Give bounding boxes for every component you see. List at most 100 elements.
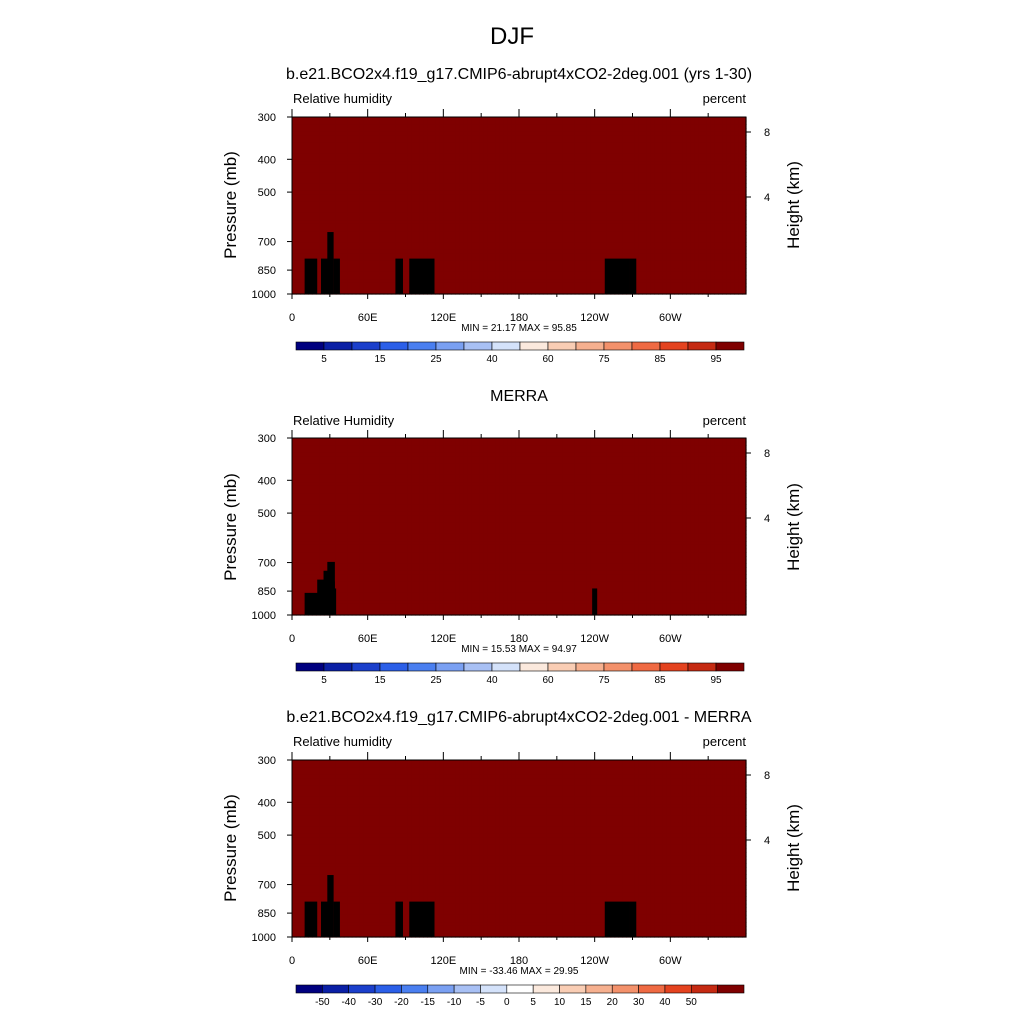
heatmap-cell [367,268,373,273]
heatmap-cell [411,201,417,207]
heatmap-cell [534,253,540,258]
heatmap-cell [726,164,731,170]
heatmap-cell [503,253,508,258]
heatmap-cell [467,260,472,266]
heatmap-cell [351,135,357,140]
heatmap-cell [459,176,464,181]
heatmap-cell [550,238,556,243]
heatmap-cell [351,128,357,133]
heatmap-cell [355,179,361,184]
heatmap-cell [534,164,540,170]
heatmap-cell [610,117,616,122]
heatmap-cell [630,176,636,181]
heatmap-cell [292,216,297,221]
heatmap-cell [634,135,640,140]
heatmap-cell [299,179,305,184]
heatmap-cell [415,249,421,255]
heatmap-cell [351,172,357,177]
heatmap-cell [495,198,500,203]
heatmap-cell [734,249,739,255]
heatmap-cell [662,176,667,181]
heatmap-cell [387,205,393,210]
heatmap-cell [674,216,679,221]
heatmap-cell [363,212,369,218]
heatmap-cell [431,238,436,243]
heatmap-cell [343,212,349,218]
heatmap-cell [303,198,309,203]
heatmap-cell [614,153,620,159]
heatmap-cell [670,264,675,269]
heatmap-cell [359,194,365,199]
heatmap-cell [706,242,711,247]
heatmap-cell [343,146,349,151]
heatmap-cell [303,231,309,236]
heatmap-cell [726,257,731,262]
heatmap-cell [702,260,707,266]
heatmap-cell [654,257,659,262]
heatmap-cell [598,128,604,133]
heatmap-cell [519,190,524,196]
heatmap-cell [351,142,357,148]
heatmap-cell [515,131,520,137]
heatmap-cell [582,257,588,262]
heatmap-cell [295,117,301,122]
heatmap-cell [674,223,679,229]
heatmap-cell [463,157,468,162]
heatmap-cell [375,271,381,277]
heatmap-cell [431,139,436,144]
heatmap-cell [662,128,667,133]
heatmap-cell [415,161,421,166]
heatmap-cell [706,246,711,251]
heatmap-cell [459,131,464,137]
heatmap-cell [395,220,401,225]
heatmap-cell [463,209,468,214]
heatmap-cell [550,161,556,166]
heatmap-cell [734,164,739,170]
heatmap-cell [351,253,357,258]
heatmap-cell [542,187,548,192]
heatmap-cell [335,135,341,140]
heatmap-cell [586,187,592,192]
heatmap-cell [590,187,596,192]
heatmap-cell [455,164,460,170]
heatmap-cell [626,139,632,144]
heatmap-cell [642,176,648,181]
heatmap-cell [323,183,329,188]
heatmap-cell [686,161,691,166]
heatmap-cell [654,216,659,221]
heatmap-cell [511,124,516,129]
heatmap-cell [443,242,448,247]
heatmap-cell [742,124,747,129]
heatmap-cell [646,128,652,133]
heatmap-cell [730,271,735,277]
heatmap-cell [427,198,432,203]
heatmap-cell [415,253,421,258]
heatmap-cell [686,223,691,229]
heatmap-cell [455,150,460,155]
heatmap-cell [339,253,345,258]
heatmap-cell [403,139,409,144]
heatmap-cell [343,150,349,155]
heatmap-cell [447,135,452,140]
heatmap-cell [455,249,460,255]
heatmap-cell [499,212,504,218]
heatmap-cell [626,124,632,129]
heatmap-cell [423,246,428,251]
heatmap-cell [319,205,325,210]
heatmap-cell [335,131,341,137]
heatmap-cell [666,117,671,122]
heatmap-cell [515,264,520,269]
heatmap-cell [487,161,492,166]
heatmap-cell [558,146,564,151]
heatmap-cell [403,235,409,240]
heatmap-cell [355,164,361,170]
heatmap-cell [650,150,655,155]
heatmap-cell [606,146,612,151]
heatmap-cell [726,142,731,148]
heatmap-cell [714,139,719,144]
heatmap-cell [387,253,393,258]
heatmap-cell [327,146,333,151]
heatmap-cell [387,209,393,214]
heatmap-cell [335,172,341,177]
heatmap-cell [634,216,640,221]
